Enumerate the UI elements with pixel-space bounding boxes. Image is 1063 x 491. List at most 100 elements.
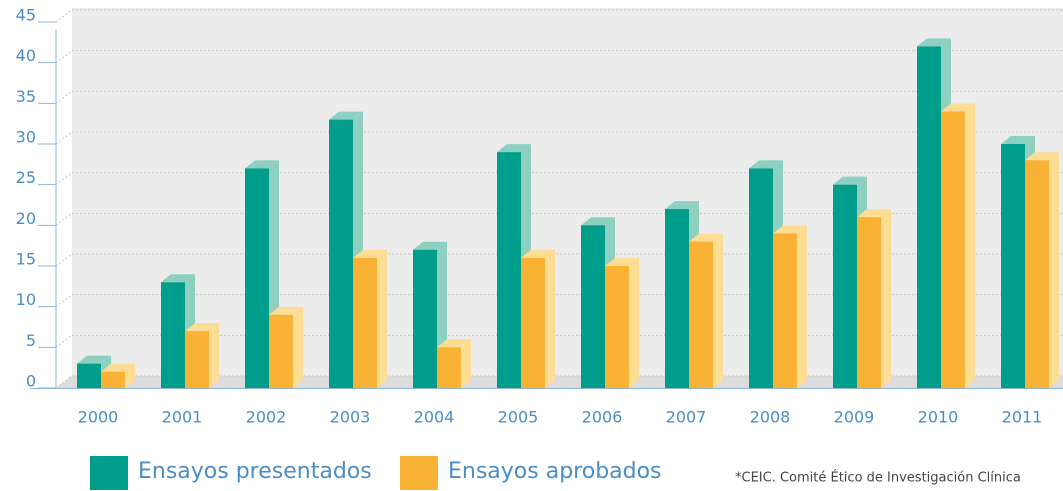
bar: [1001, 144, 1025, 388]
bar-side: [965, 103, 975, 388]
x-tick-label: 2004: [414, 408, 455, 427]
y-tick-label: 5: [26, 331, 36, 350]
bar: [665, 209, 689, 388]
grid-line: [55, 90, 1063, 104]
bar-side: [209, 323, 219, 388]
y-tick-label: 15: [16, 250, 36, 269]
footnote: *CEIC. Comité Ético de Investigación Clí…: [735, 470, 1021, 486]
x-tick-label: 2011: [1002, 408, 1043, 427]
y-tick-label: 10: [16, 290, 36, 309]
bar-top: [749, 160, 783, 169]
y-tick-label: 25: [16, 168, 36, 187]
bar: [773, 233, 797, 388]
grid-line: [55, 294, 1063, 308]
x-tick-label: 2003: [330, 408, 371, 427]
bar-top: [1001, 136, 1035, 144]
bar: [1025, 160, 1049, 388]
legend-swatch: [90, 456, 128, 490]
bar: [77, 363, 101, 388]
bar-top: [605, 258, 639, 266]
bar: [497, 152, 521, 388]
bar-top: [437, 339, 471, 348]
grid-line: [55, 172, 1063, 186]
y-tick-label: 0: [26, 372, 36, 391]
x-tick-label: 2007: [666, 408, 707, 427]
bar-top: [665, 201, 699, 210]
grid-line: [55, 50, 1063, 64]
bar-side: [1049, 152, 1059, 388]
y-tick-label: 35: [16, 87, 36, 106]
bar-top: [77, 355, 111, 364]
bar-top: [329, 111, 363, 120]
bar-top: [689, 233, 723, 242]
bar: [245, 168, 269, 388]
x-tick-label: 2000: [78, 408, 119, 427]
grid-line: [55, 212, 1063, 226]
bar-side: [881, 209, 891, 388]
legend-label: Ensayos aprobados: [448, 459, 662, 484]
bar-top: [161, 274, 195, 283]
bar-top: [521, 249, 555, 258]
x-tick-label: 2001: [162, 408, 203, 427]
grid-line: [55, 9, 1063, 23]
bar: [329, 119, 353, 388]
grid-line: [55, 334, 1063, 348]
grid-line: [55, 375, 1063, 389]
bar-side: [125, 363, 135, 388]
bar: [185, 331, 209, 388]
bar: [857, 217, 881, 388]
bar: [521, 257, 545, 388]
y-tick-label: 45: [16, 6, 36, 25]
bar-side: [377, 249, 387, 388]
x-tick-label: 2010: [918, 408, 959, 427]
bar-side: [629, 258, 639, 388]
legend-label: Ensayos presentados: [138, 459, 372, 484]
bar-side: [293, 306, 303, 388]
y-tick-label: 20: [16, 209, 36, 228]
bar: [161, 282, 185, 388]
bar-top: [857, 209, 891, 218]
bar-side: [713, 233, 723, 388]
bar-top: [941, 103, 975, 112]
x-tick-label: 2009: [834, 408, 875, 427]
bar-top: [185, 323, 219, 332]
bar-top: [101, 363, 135, 372]
bar-side: [461, 339, 471, 388]
bar-top: [773, 225, 807, 234]
x-tick-label: 2006: [582, 408, 623, 427]
bar-side: [545, 249, 555, 388]
bar: [605, 266, 629, 388]
bar-top: [917, 38, 951, 47]
bar-top: [497, 144, 531, 153]
bar-top: [1025, 152, 1059, 161]
x-tick-label: 2008: [750, 408, 791, 427]
bar: [269, 314, 293, 388]
back-wall: [72, 8, 1063, 376]
bar-top: [245, 160, 279, 169]
x-tick-label: 2002: [246, 408, 287, 427]
bar: [101, 371, 125, 388]
grid-line: [55, 253, 1063, 267]
bar-top: [581, 217, 615, 226]
bar: [749, 168, 773, 388]
bar: [353, 257, 377, 388]
bar-top: [833, 176, 867, 185]
bar: [917, 46, 941, 389]
floor: [56, 376, 1063, 388]
bar: [413, 249, 437, 388]
bar: [833, 184, 857, 388]
grid-line: [55, 131, 1063, 145]
bar: [581, 225, 605, 388]
bar-top: [269, 306, 303, 315]
bar-top: [353, 249, 387, 258]
bar-top: [413, 241, 447, 250]
bar: [437, 347, 461, 388]
y-tick-label: 40: [16, 46, 36, 65]
bar: [941, 111, 965, 388]
bar: [689, 241, 713, 388]
y-tick-label: 30: [16, 128, 36, 147]
x-tick-label: 2005: [498, 408, 539, 427]
legend-swatch: [400, 456, 438, 490]
